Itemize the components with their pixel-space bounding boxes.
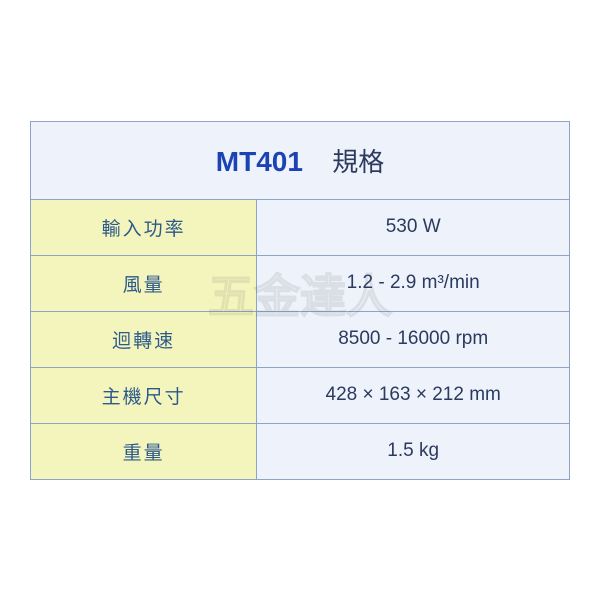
spec-value: 1.5 kg [257, 423, 570, 479]
spec-table: MT401 規格 輸入功率 530 W 風量 1.2 - 2.9 m³/min … [30, 121, 570, 480]
spec-value: 8500 - 16000 rpm [257, 311, 570, 367]
table-header-cell: MT401 規格 [31, 121, 570, 199]
spec-value: 428 × 163 × 212 mm [257, 367, 570, 423]
spec-value: 1.2 - 2.9 m³/min [257, 255, 570, 311]
table-row: 重量 1.5 kg [31, 423, 570, 479]
spec-label: 迴轉速 [31, 311, 257, 367]
table-row: 輸入功率 530 W [31, 199, 570, 255]
spec-value: 530 W [257, 199, 570, 255]
spec-label: 風量 [31, 255, 257, 311]
table-header-row: MT401 規格 [31, 121, 570, 199]
spec-label: 主機尺寸 [31, 367, 257, 423]
table-row: 風量 1.2 - 2.9 m³/min [31, 255, 570, 311]
table-title: 規格 [332, 147, 384, 177]
spec-label: 輸入功率 [31, 199, 257, 255]
table-row: 迴轉速 8500 - 16000 rpm [31, 311, 570, 367]
model-code: MT401 [216, 146, 303, 177]
spec-label: 重量 [31, 423, 257, 479]
table-row: 主機尺寸 428 × 163 × 212 mm [31, 367, 570, 423]
